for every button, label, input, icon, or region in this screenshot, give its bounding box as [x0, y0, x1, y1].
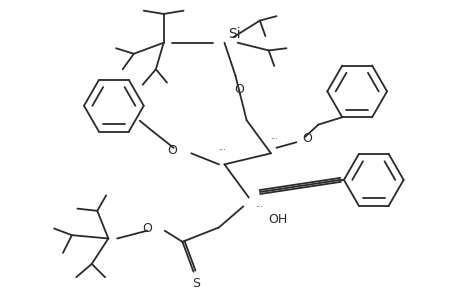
Text: ···: ···	[270, 136, 278, 145]
Text: ···: ···	[255, 203, 263, 212]
Text: O: O	[234, 82, 243, 95]
Text: O: O	[301, 132, 311, 146]
Text: S: S	[191, 277, 199, 290]
Text: O: O	[142, 222, 152, 235]
Text: ···: ···	[218, 146, 226, 155]
Text: O: O	[167, 143, 177, 157]
Text: OH: OH	[268, 213, 287, 226]
Text: Si: Si	[227, 26, 240, 40]
